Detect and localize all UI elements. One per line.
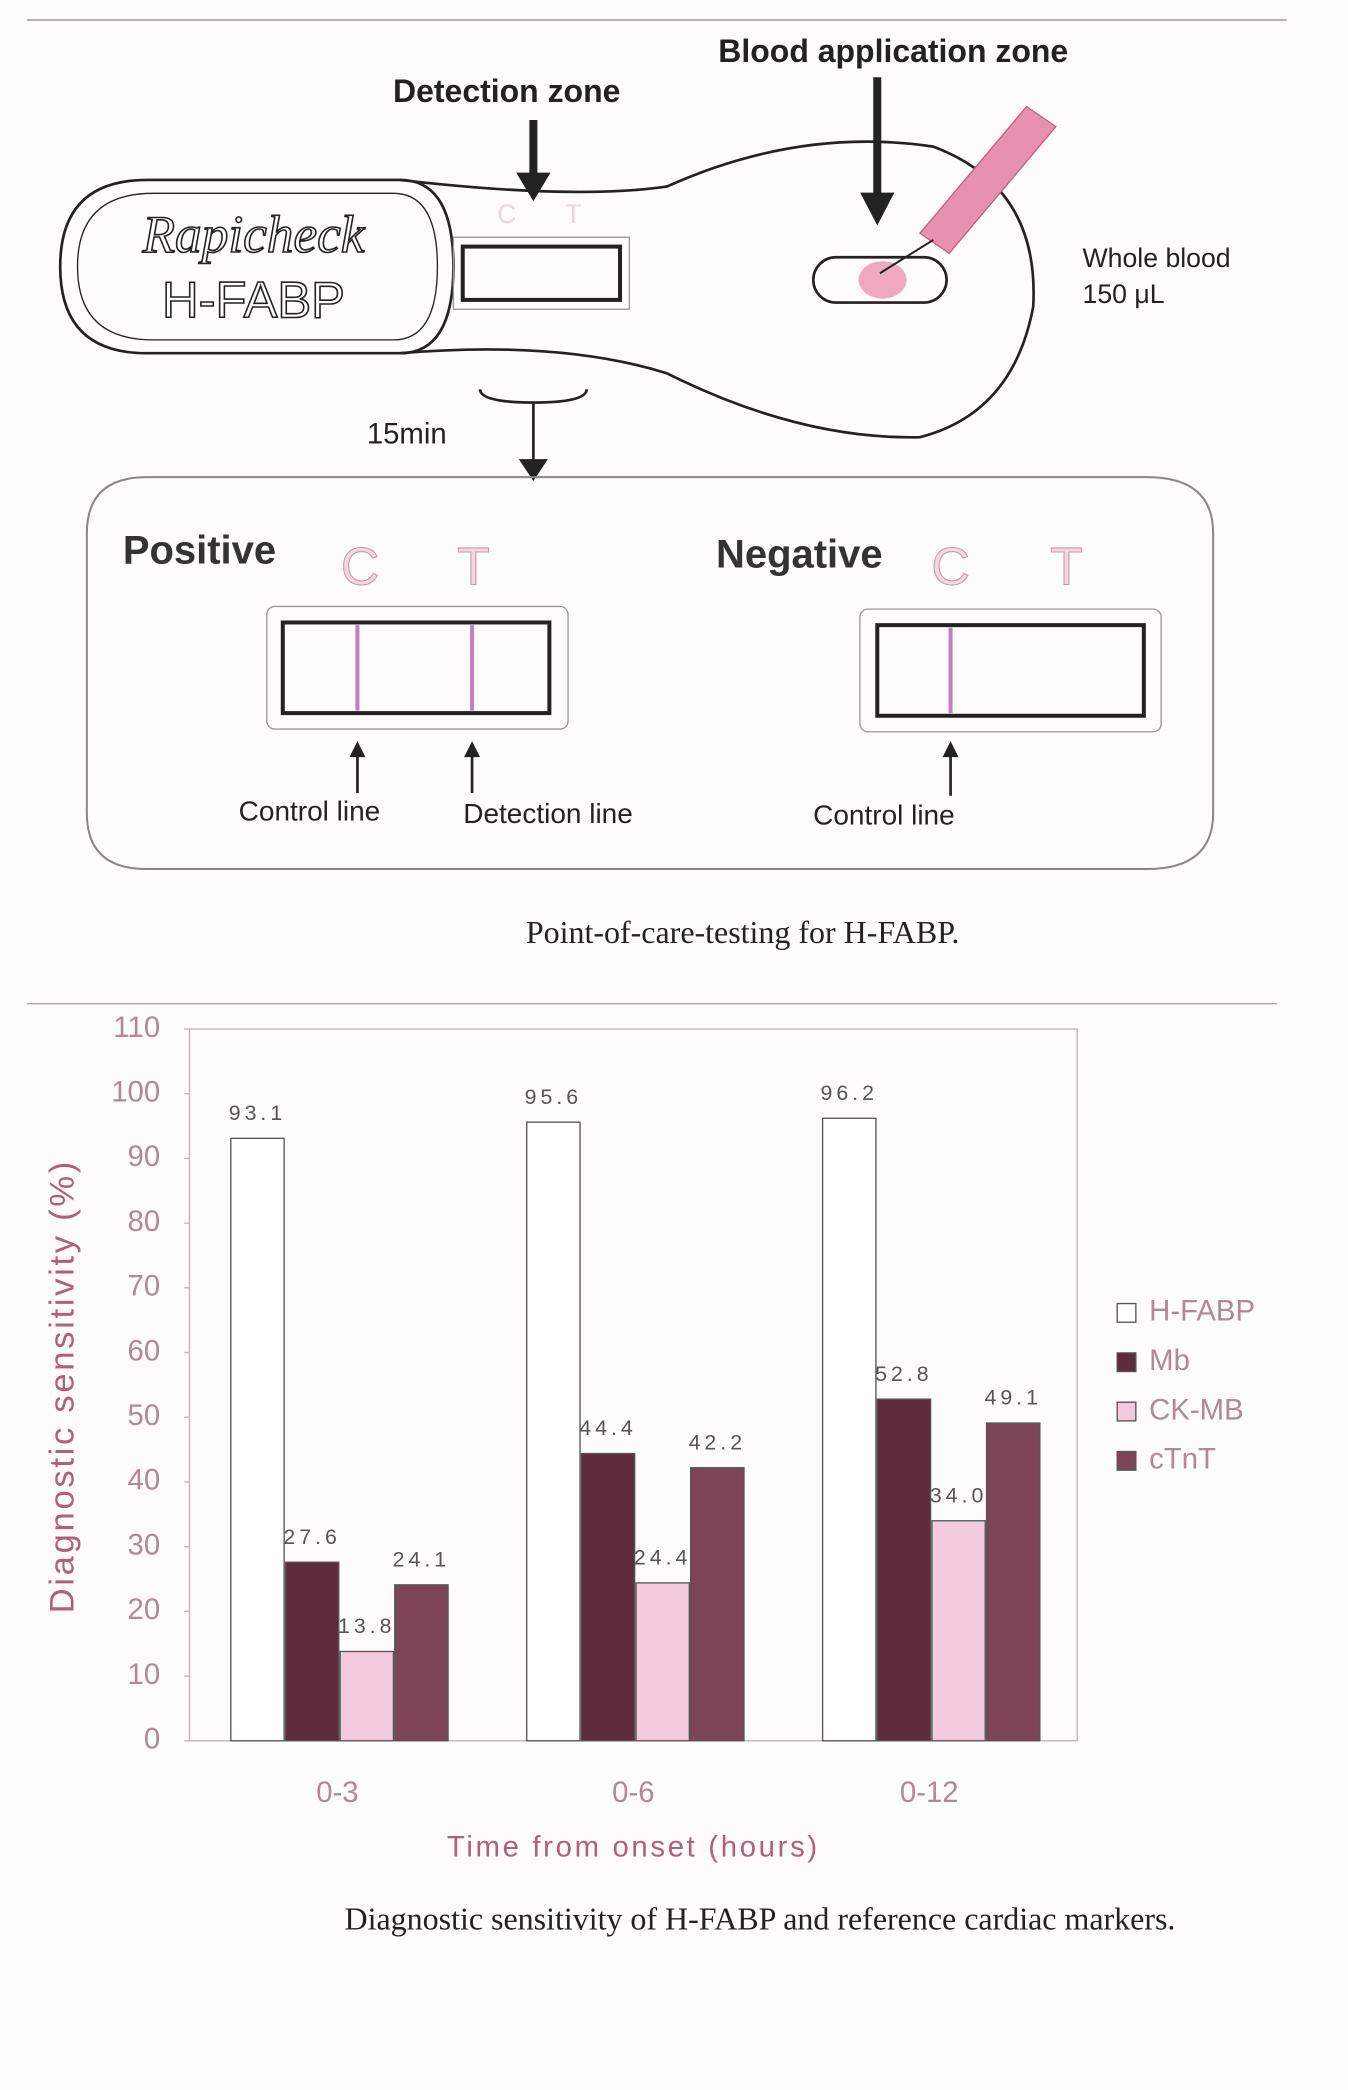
value-label: 42.2	[689, 1430, 746, 1454]
label: 150 μL	[1083, 279, 1165, 309]
label: Positive	[123, 529, 276, 573]
legend-label: cTnT	[1149, 1443, 1216, 1476]
value-label: 44.4	[579, 1416, 636, 1440]
legend-swatch	[1116, 1450, 1137, 1471]
value-label: 49.1	[984, 1386, 1041, 1410]
value-label: 13.8	[338, 1614, 395, 1638]
bar	[985, 1422, 1041, 1742]
y-tick-label: 60	[128, 1334, 161, 1367]
bar	[394, 1584, 449, 1742]
label: T	[457, 538, 490, 597]
y-tick-label: 80	[128, 1205, 161, 1238]
y-tick-label: 40	[128, 1464, 161, 1497]
bar	[931, 1520, 986, 1742]
legend-swatch	[1116, 1302, 1137, 1323]
bar	[284, 1561, 340, 1742]
value-label: 95.6	[525, 1085, 582, 1109]
label: Detection line	[463, 798, 633, 829]
x-tick-label: 0-3	[316, 1776, 358, 1809]
diagram	[26, 19, 1287, 1005]
y-tick-label: 70	[128, 1270, 161, 1303]
label: 15min	[367, 418, 447, 451]
y-tick-label: 30	[128, 1528, 161, 1561]
value-label: 27.6	[283, 1525, 340, 1549]
bar	[580, 1452, 636, 1742]
logo: H-FABP	[162, 271, 345, 328]
label: C	[497, 199, 516, 229]
y-tick-label: 20	[128, 1593, 161, 1626]
label: Whole blood	[1083, 243, 1231, 273]
y-tick-label: 90	[128, 1140, 161, 1173]
label: Negative	[716, 533, 883, 577]
label: Control line	[813, 799, 955, 830]
y-tick-label: 50	[128, 1399, 161, 1432]
label: C	[341, 538, 380, 597]
bar	[526, 1121, 581, 1742]
y-axis-title: Diagnostic sensitivity (%)	[43, 1159, 81, 1613]
caption: Diagnostic sensitivity of H-FABP and ref…	[345, 1901, 1176, 1936]
bar	[821, 1117, 877, 1742]
bar	[635, 1582, 690, 1742]
y-tick-label: 10	[128, 1658, 161, 1691]
label: Detection zone	[393, 73, 620, 109]
bar	[689, 1467, 745, 1742]
diagram-labels: Blood application zone Detection zone Ra…	[123, 33, 1231, 1937]
bar	[230, 1137, 285, 1742]
value-label: 24.1	[393, 1547, 450, 1571]
label: Control line	[239, 795, 381, 826]
y-tick-label: 100	[111, 1075, 160, 1108]
x-axis-title: Time from onset (hours)	[447, 1830, 820, 1863]
value-label: 52.8	[875, 1362, 932, 1386]
legend-swatch	[1116, 1352, 1137, 1373]
bar	[876, 1398, 932, 1742]
y-tick-label: 0	[144, 1723, 160, 1756]
label: T	[565, 199, 581, 229]
value-label: 96.2	[821, 1081, 878, 1105]
label: C	[931, 538, 970, 597]
y-tick-label: 110	[113, 1011, 160, 1044]
label: T	[1050, 538, 1083, 597]
legend-label: Mb	[1149, 1344, 1190, 1377]
x-tick-label: 0-12	[900, 1776, 959, 1809]
x-tick-label: 0-6	[612, 1776, 654, 1809]
legend-label: CK-MB	[1149, 1393, 1243, 1426]
legend-label: H-FABP	[1149, 1295, 1255, 1328]
value-label: 34.0	[930, 1483, 987, 1507]
value-label: 24.4	[634, 1546, 691, 1570]
caption: Point-of-care-testing for H-FABP.	[526, 915, 960, 950]
bar	[339, 1650, 395, 1742]
logo: Rapicheck	[141, 204, 365, 264]
legend-swatch	[1116, 1401, 1137, 1422]
label: Blood application zone	[718, 33, 1068, 69]
value-label: 93.1	[229, 1101, 286, 1125]
